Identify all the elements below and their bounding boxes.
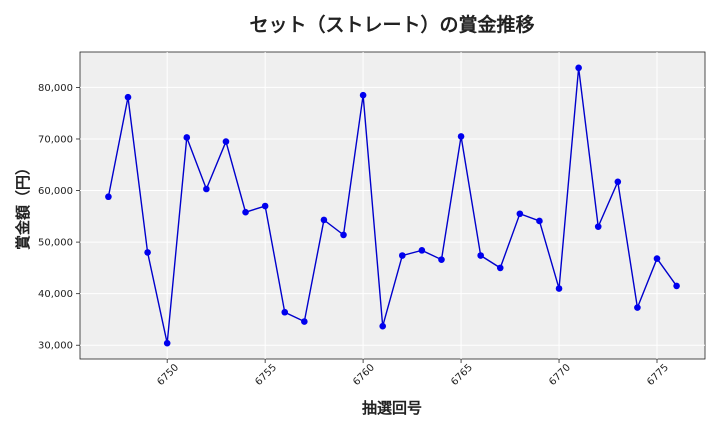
data-point xyxy=(261,202,269,210)
plot-area xyxy=(79,51,706,360)
data-point xyxy=(379,322,387,330)
data-point xyxy=(614,178,622,186)
data-point xyxy=(653,255,661,262)
x-axis: 6750 6755 6760 6765 6770 6775 xyxy=(155,359,671,388)
y-tick-label: 60,000 xyxy=(38,186,73,197)
data-point xyxy=(536,217,543,225)
x-tick-label: 6750 xyxy=(155,362,181,388)
y-tick-label: 50,000 xyxy=(38,238,73,249)
data-point xyxy=(457,133,465,140)
data-point xyxy=(634,304,641,311)
data-point xyxy=(183,134,191,141)
data-point xyxy=(281,308,289,316)
x-axis-label: 抽選回号 xyxy=(362,399,422,417)
data-point xyxy=(222,138,230,145)
y-axis-label: 賞金額（円） xyxy=(14,160,32,250)
y-tick-label: 40,000 xyxy=(38,289,73,300)
y-tick-label: 30,000 xyxy=(38,341,73,352)
data-point xyxy=(477,252,484,259)
x-tick-label: 6775 xyxy=(645,362,671,388)
data-point xyxy=(398,252,406,259)
data-point xyxy=(516,210,524,218)
series-line xyxy=(107,67,678,344)
y-tick-label: 80,000 xyxy=(38,83,73,94)
data-point xyxy=(320,216,328,224)
chart-title: セット（ストレート）の賞金推移 xyxy=(249,13,534,36)
data-point xyxy=(359,91,367,99)
data-point xyxy=(144,249,151,256)
data-point xyxy=(105,193,112,201)
data-point xyxy=(496,264,504,272)
data-point xyxy=(438,256,445,263)
data-point xyxy=(301,318,308,325)
data-point xyxy=(594,223,602,230)
data-point xyxy=(124,93,132,101)
data-points xyxy=(105,64,680,347)
data-point xyxy=(575,64,582,72)
x-tick-label: 6765 xyxy=(449,362,475,388)
data-point xyxy=(242,208,249,216)
y-axis: 30,000 40,000 50,000 60,000 70,000 80,000 xyxy=(38,83,80,352)
data-point xyxy=(340,231,347,239)
data-point xyxy=(418,247,426,254)
data-point xyxy=(203,185,210,193)
data-point xyxy=(163,339,171,347)
data-point xyxy=(555,285,563,292)
x-tick-label: 6755 xyxy=(253,362,279,388)
x-tick-label: 6760 xyxy=(351,362,377,388)
y-tick-label: 70,000 xyxy=(38,134,73,145)
data-point xyxy=(673,282,680,290)
x-tick-label: 6770 xyxy=(547,362,573,388)
